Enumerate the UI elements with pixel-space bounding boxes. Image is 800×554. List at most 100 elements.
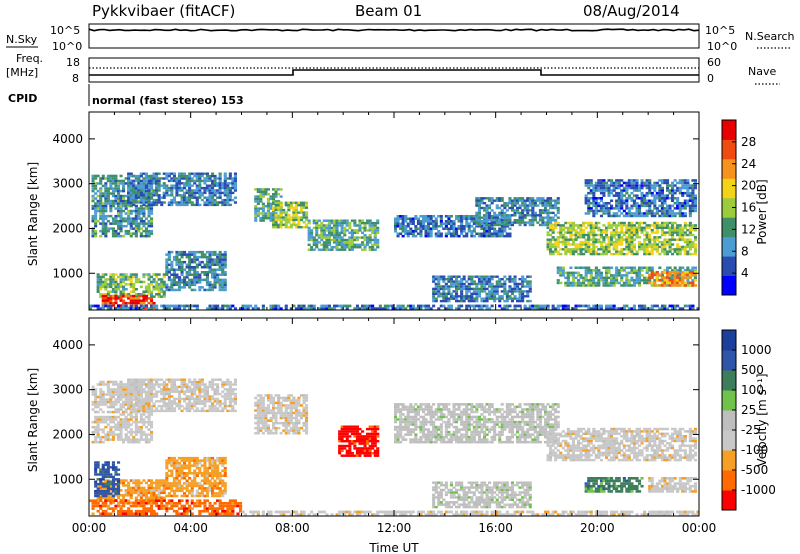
power-cell [607, 276, 611, 280]
power-cell [668, 231, 672, 234]
power-cell [104, 177, 108, 180]
power-cell [457, 225, 461, 228]
power-cell [660, 274, 664, 277]
power-cell [668, 191, 672, 195]
power-cell [693, 181, 697, 185]
power-cell [467, 282, 471, 286]
power-cell [521, 221, 525, 224]
power-cell [528, 290, 532, 293]
power-cell [483, 299, 487, 303]
power-cell [111, 227, 115, 230]
power-cell [223, 174, 227, 178]
power-cell [632, 231, 636, 234]
power-cell [663, 179, 667, 182]
power-cell [294, 204, 298, 207]
power-cell [627, 266, 631, 269]
power-cell [142, 294, 146, 298]
power-cell [193, 268, 197, 271]
power-cell [343, 231, 347, 234]
power-cell [686, 304, 690, 308]
power-cell [645, 248, 649, 251]
velocity-cell [94, 410, 98, 414]
power-cell [625, 243, 629, 246]
power-cell [218, 179, 222, 183]
power-cell [211, 201, 215, 204]
power-cell [645, 307, 649, 310]
power-cell [666, 214, 670, 218]
power-cell [368, 307, 372, 310]
velocity-cell [99, 435, 103, 439]
power-cell [152, 306, 156, 310]
power-cell [213, 283, 217, 287]
power-cell [437, 234, 441, 238]
velocity-cell [109, 398, 113, 401]
velocity-cell [129, 433, 133, 436]
velocity-cell [114, 380, 118, 384]
power-cell [180, 286, 184, 289]
power-cell [348, 238, 352, 242]
power-cell [561, 274, 565, 277]
velocity-cell [124, 420, 128, 424]
power-cell [195, 304, 199, 308]
power-cell [114, 273, 118, 276]
power-cell [544, 202, 548, 205]
power-cell [414, 230, 418, 233]
power-cell [457, 304, 461, 308]
power-cell [554, 214, 558, 217]
power-cell [645, 212, 649, 215]
power-cell [447, 307, 451, 310]
power-cell [315, 238, 319, 242]
power-cell [455, 280, 459, 283]
velocity-cell [104, 438, 108, 441]
power-cell [355, 304, 359, 308]
power-cell [190, 191, 194, 195]
power-cell [335, 219, 339, 222]
power-cell [513, 295, 517, 298]
power-cell [472, 217, 476, 220]
power-cell [673, 276, 677, 279]
power-cell [615, 252, 619, 256]
power-cell [180, 255, 184, 259]
power-cell [129, 212, 133, 215]
power-cell [155, 283, 159, 286]
power-cell [480, 287, 484, 291]
power-cell [183, 253, 187, 256]
power-cell [302, 201, 306, 204]
power-cell [622, 238, 626, 241]
power-cell [648, 281, 652, 285]
power-cell [528, 285, 532, 288]
power-cell [343, 243, 347, 246]
power-cell [592, 304, 596, 308]
power-cell [538, 202, 542, 205]
power-cell [693, 184, 697, 187]
power-cell [498, 197, 502, 200]
power-cell [124, 301, 128, 305]
power-cell [655, 250, 659, 253]
power-cell [343, 304, 347, 308]
power-cell [368, 219, 372, 222]
power-cell [127, 196, 131, 199]
power-cell [439, 225, 443, 228]
power-cell [444, 278, 448, 281]
power-cell [681, 236, 685, 239]
power-cell [117, 184, 121, 188]
power-cell [671, 191, 675, 195]
power-cell [277, 307, 281, 310]
power-cell [658, 226, 662, 229]
power-cell [483, 222, 487, 225]
power-cell [447, 287, 451, 291]
power-cell [272, 195, 276, 198]
power-cell [424, 304, 428, 308]
power-cell [467, 287, 471, 291]
power-cell [213, 250, 217, 254]
power-cell [571, 243, 575, 246]
power-cell [404, 215, 408, 218]
power-cell [96, 304, 100, 308]
power-cell [495, 280, 499, 283]
power-cell [170, 281, 174, 284]
power-cell [498, 199, 502, 202]
power-cell [106, 189, 110, 193]
power-cell [559, 271, 563, 275]
power-cell [137, 294, 141, 298]
power-cell [137, 307, 141, 310]
